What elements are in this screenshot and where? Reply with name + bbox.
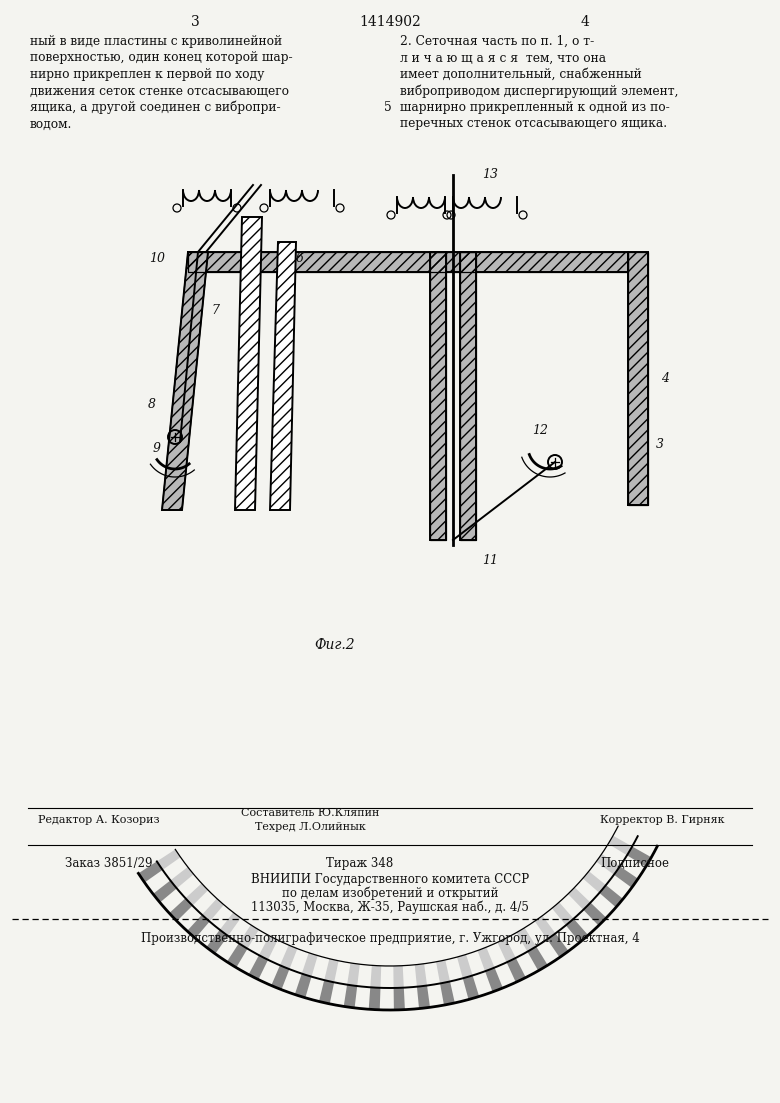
Polygon shape [187, 914, 210, 939]
Polygon shape [138, 861, 162, 882]
Polygon shape [319, 981, 334, 1004]
Polygon shape [157, 849, 180, 870]
Text: 8: 8 [148, 398, 156, 411]
Text: 9: 9 [153, 441, 161, 454]
Polygon shape [280, 945, 297, 970]
Text: ящика, а другой соединен с вибропри-: ящика, а другой соединен с вибропри- [30, 101, 281, 115]
Polygon shape [347, 963, 360, 986]
Text: по делам изобретений и открытий: по делам изобретений и открытий [282, 887, 498, 900]
Polygon shape [235, 217, 262, 510]
Bar [188, 251, 628, 272]
Polygon shape [202, 899, 224, 921]
Polygon shape [430, 251, 446, 540]
Text: л и ч а ю щ а я с я  тем, что она: л и ч а ю щ а я с я тем, что она [400, 52, 606, 64]
Polygon shape [270, 242, 296, 510]
Polygon shape [548, 933, 569, 957]
Polygon shape [249, 955, 268, 979]
Text: Подписное: Подписное [600, 857, 669, 870]
Text: 13: 13 [482, 169, 498, 182]
Polygon shape [628, 251, 648, 505]
Text: 1414902: 1414902 [359, 15, 421, 29]
Polygon shape [207, 930, 228, 954]
Polygon shape [436, 960, 450, 984]
Text: 4: 4 [661, 372, 669, 385]
Text: Редактор А. Козориз: Редактор А. Козориз [38, 815, 159, 825]
Text: поверхностью, один конец которой шар-: поверхностью, один конец которой шар- [30, 52, 292, 64]
Polygon shape [162, 251, 208, 510]
Polygon shape [153, 880, 177, 902]
Polygon shape [485, 967, 503, 992]
Polygon shape [370, 965, 381, 988]
Text: шарнирно прикрепленный к одной из по-: шарнирно прикрепленный к одной из по- [400, 101, 670, 114]
Polygon shape [614, 866, 638, 888]
Polygon shape [566, 919, 588, 942]
Text: 113035, Москва, Ж-35, Раушская наб., д. 4/5: 113035, Москва, Ж-35, Раушская наб., д. … [251, 901, 529, 914]
Text: Составитель Ю.Кляпин: Составитель Ю.Кляпин [241, 808, 379, 818]
Polygon shape [239, 924, 259, 949]
Text: нирно прикреплен к первой по ходу: нирно прикреплен к первой по ходу [30, 68, 264, 81]
Polygon shape [477, 947, 495, 972]
Polygon shape [460, 251, 476, 540]
Text: 4: 4 [580, 15, 590, 29]
Polygon shape [344, 985, 357, 1008]
Polygon shape [440, 982, 455, 1005]
Text: 3: 3 [656, 439, 664, 451]
Text: 5: 5 [384, 101, 392, 114]
Polygon shape [393, 966, 404, 988]
Text: водом.: водом. [30, 118, 73, 130]
Text: 3: 3 [190, 15, 200, 29]
Text: Производственно-полиграфическое предприятие, г. Ужгород, ул. Проектная, 4: Производственно-полиграфическое предприя… [140, 932, 640, 945]
Polygon shape [498, 939, 516, 962]
Text: имеет дополнительный, снабженный: имеет дополнительный, снабженный [400, 68, 642, 81]
Polygon shape [608, 836, 632, 855]
Text: 10: 10 [149, 251, 165, 265]
Polygon shape [417, 985, 430, 1008]
Text: ный в виде пластины с криволинейной: ный в виде пластины с криволинейной [30, 35, 282, 49]
Polygon shape [516, 928, 536, 952]
Polygon shape [568, 887, 590, 910]
Text: Корректор В. Гирняк: Корректор В. Гирняк [600, 815, 725, 825]
Polygon shape [170, 867, 193, 888]
Polygon shape [535, 915, 555, 940]
Polygon shape [463, 975, 479, 999]
Text: движения сеток стенке отсасывающего: движения сеток стенке отсасывающего [30, 85, 289, 97]
Polygon shape [583, 902, 606, 925]
Text: 7: 7 [211, 303, 219, 317]
Polygon shape [369, 987, 381, 1010]
Text: виброприводом диспергирующий элемент,: виброприводом диспергирующий элемент, [400, 85, 679, 98]
Polygon shape [552, 902, 573, 925]
Text: 12: 12 [532, 424, 548, 437]
Text: 2. Сеточная часть по п. 1, о т-: 2. Сеточная часть по п. 1, о т- [400, 35, 594, 49]
Text: Тираж 348: Тираж 348 [326, 857, 394, 870]
Polygon shape [507, 957, 526, 983]
Polygon shape [220, 912, 241, 936]
Text: Заказ 3851/29: Заказ 3851/29 [65, 857, 153, 870]
Polygon shape [227, 943, 247, 967]
Polygon shape [596, 854, 620, 875]
Polygon shape [583, 871, 606, 893]
Polygon shape [527, 946, 548, 971]
Polygon shape [271, 965, 289, 989]
Text: Фиг.2: Фиг.2 [314, 638, 356, 652]
Text: 6: 6 [296, 251, 304, 265]
Text: Техред Л.Олийнык: Техред Л.Олийнык [254, 822, 365, 832]
Polygon shape [186, 884, 208, 906]
Polygon shape [259, 935, 278, 960]
Polygon shape [295, 974, 311, 998]
Bar [188, 251, 628, 272]
Polygon shape [599, 885, 623, 908]
Text: ВНИИПИ Государственного комитета СССР: ВНИИПИ Государственного комитета СССР [251, 872, 529, 886]
Polygon shape [415, 964, 427, 987]
Text: перечных стенок отсасывающего ящика.: перечных стенок отсасывающего ящика. [400, 118, 667, 130]
Polygon shape [324, 959, 339, 983]
Polygon shape [457, 954, 473, 978]
Text: 11: 11 [482, 554, 498, 567]
Polygon shape [394, 987, 405, 1010]
Polygon shape [627, 846, 651, 867]
Polygon shape [302, 953, 317, 976]
Polygon shape [169, 898, 193, 921]
